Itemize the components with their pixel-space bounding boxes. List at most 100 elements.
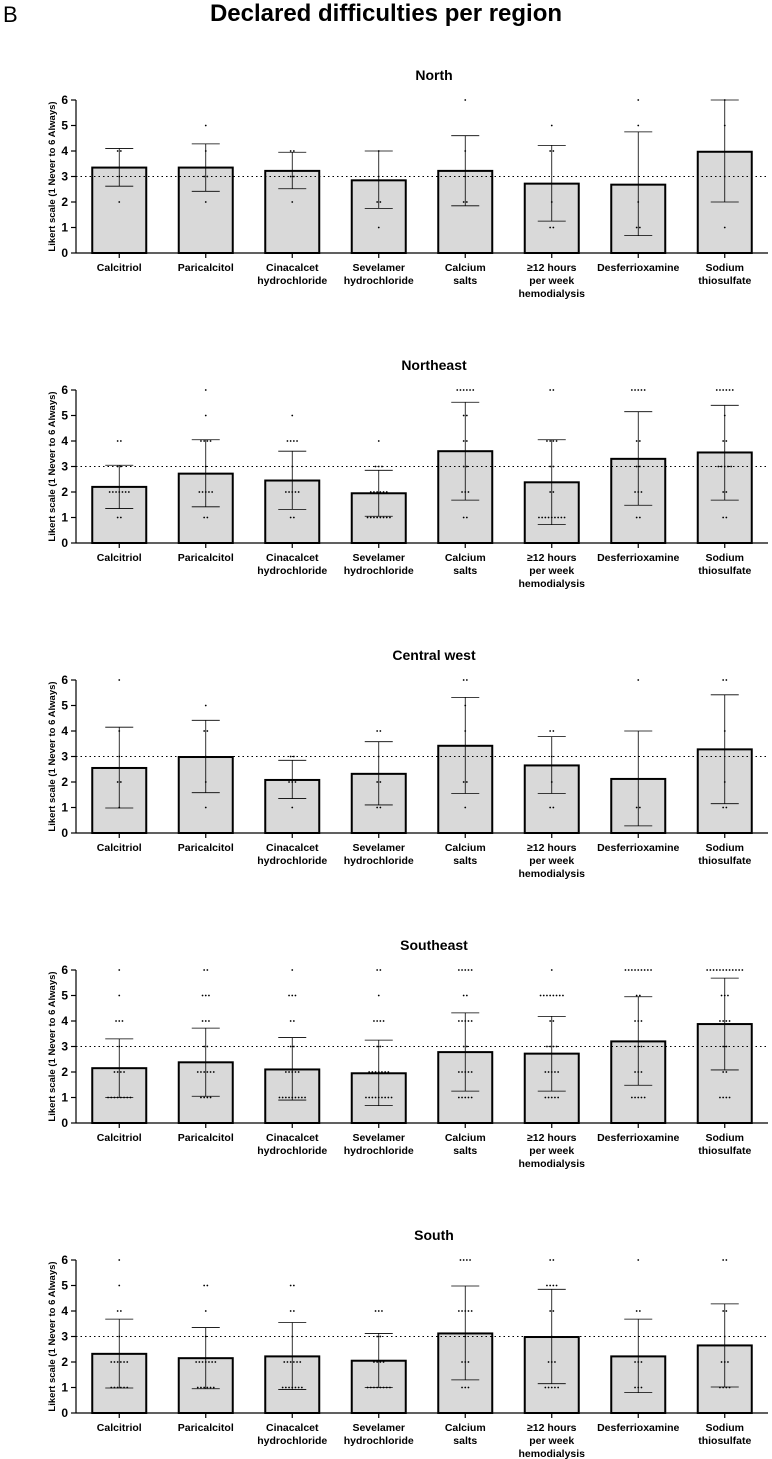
y-tick-label: 3 xyxy=(61,460,68,474)
y-tick-label: 5 xyxy=(61,989,68,1003)
data-point xyxy=(715,969,718,971)
data-point xyxy=(549,150,552,152)
data-point xyxy=(722,806,725,809)
data-point xyxy=(719,1020,721,1022)
data-point xyxy=(630,389,633,391)
data-point xyxy=(725,1071,728,1073)
x-tick-label: Calcium xyxy=(445,1422,486,1434)
data-point xyxy=(552,491,555,493)
x-tick-label: hydrochloride xyxy=(257,275,327,287)
data-point xyxy=(640,1020,643,1022)
data-point xyxy=(379,1361,382,1363)
data-point xyxy=(461,1361,463,1363)
data-point xyxy=(294,1386,297,1389)
data-point xyxy=(557,1386,560,1389)
data-point xyxy=(379,806,382,809)
data-point xyxy=(214,1361,217,1363)
x-tick-label: hydrochloride xyxy=(344,565,414,577)
data-point xyxy=(722,440,725,442)
data-point xyxy=(539,994,542,997)
x-tick-label: thiosulfate xyxy=(698,565,751,577)
data-point xyxy=(635,465,638,468)
x-tick-label: Calcitriol xyxy=(97,552,142,564)
data-point xyxy=(206,1386,209,1389)
data-point xyxy=(465,389,468,391)
data-point xyxy=(291,201,294,203)
x-tick-label: hydrochloride xyxy=(257,1435,327,1447)
data-point xyxy=(558,994,561,997)
data-point xyxy=(549,1310,552,1312)
data-point xyxy=(544,1096,547,1099)
data-point xyxy=(300,1386,303,1389)
data-point xyxy=(203,1096,206,1099)
data-point xyxy=(563,516,566,519)
x-tick-label: Sodium xyxy=(706,1422,745,1434)
data-point xyxy=(200,1386,202,1389)
data-point xyxy=(123,1361,125,1363)
x-tick-label: hemodialysis xyxy=(518,1448,585,1459)
y-tick-label: 6 xyxy=(61,963,68,977)
data-point xyxy=(379,969,382,971)
data-point xyxy=(637,1259,640,1261)
data-point xyxy=(376,1361,379,1363)
data-point xyxy=(555,1045,558,1048)
data-point xyxy=(118,1284,121,1287)
data-point xyxy=(465,1259,468,1261)
data-point xyxy=(289,440,292,442)
data-point xyxy=(557,516,560,519)
y-axis-label: Likert scale (1 Never to 6 Always) xyxy=(47,101,58,251)
y-tick-label: 1 xyxy=(61,221,68,235)
data-point xyxy=(206,730,209,732)
data-point xyxy=(725,1045,728,1048)
data-point xyxy=(118,994,121,997)
data-point xyxy=(201,1361,204,1363)
data-point xyxy=(123,1071,125,1073)
y-tick-label: 1 xyxy=(61,511,68,525)
data-point xyxy=(203,969,206,971)
data-point xyxy=(462,414,465,417)
data-point xyxy=(465,679,468,681)
data-point xyxy=(294,994,297,997)
data-point xyxy=(203,440,206,442)
data-point xyxy=(291,806,294,809)
data-point xyxy=(289,1045,292,1048)
data-point xyxy=(464,806,467,809)
data-point xyxy=(204,389,207,391)
data-point xyxy=(554,1071,556,1073)
data-point xyxy=(722,389,725,391)
y-tick-label: 1 xyxy=(61,1091,68,1105)
data-point xyxy=(116,1310,119,1312)
data-point xyxy=(304,1096,306,1099)
data-point xyxy=(284,1071,287,1073)
data-point xyxy=(725,389,728,391)
data-point xyxy=(560,516,563,519)
data-point xyxy=(467,1310,470,1312)
x-tick-label: Desferrioxamine xyxy=(597,262,679,274)
y-tick-label: 3 xyxy=(61,750,68,764)
data-point xyxy=(722,516,725,519)
data-point xyxy=(457,1310,460,1312)
data-point xyxy=(212,1071,215,1073)
data-point xyxy=(204,124,207,127)
data-point xyxy=(198,491,201,493)
data-point xyxy=(376,969,379,971)
data-point xyxy=(643,1096,646,1099)
data-point xyxy=(549,491,552,493)
data-point xyxy=(208,994,210,997)
data-point xyxy=(546,994,548,997)
data-point xyxy=(390,1096,393,1099)
data-point xyxy=(118,201,121,203)
data-point xyxy=(284,1386,287,1389)
data-point xyxy=(286,1361,289,1363)
data-point xyxy=(464,969,467,971)
data-point xyxy=(200,440,202,442)
y-tick-label: 4 xyxy=(61,724,68,738)
data-point xyxy=(387,1096,390,1099)
data-point xyxy=(382,516,385,519)
data-point xyxy=(457,969,460,971)
data-point xyxy=(465,414,468,417)
y-axis-label: Likert scale (1 Never to 6 Always) xyxy=(47,1261,58,1411)
data-point xyxy=(118,969,121,971)
data-point xyxy=(118,679,121,681)
x-tick-label: Sodium xyxy=(706,842,745,854)
